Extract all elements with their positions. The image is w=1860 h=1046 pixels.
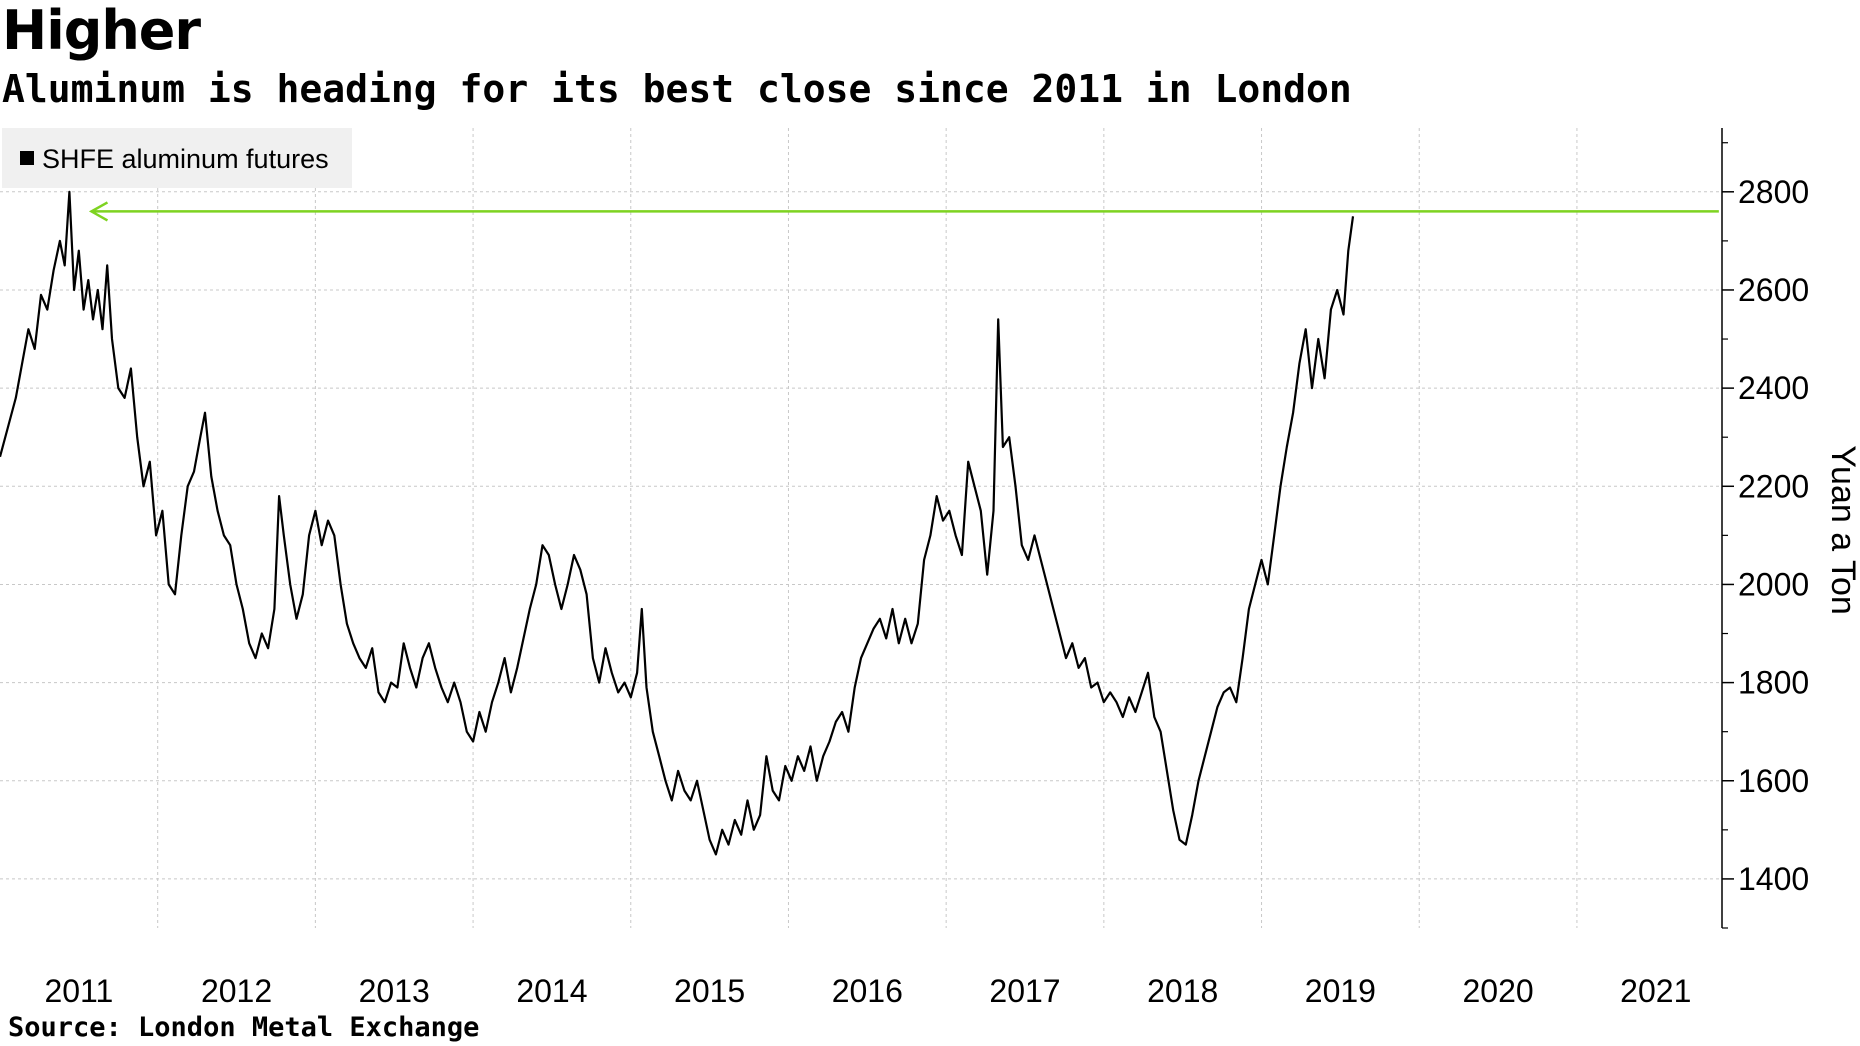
- chart-subtitle: Aluminum is heading for its best close s…: [2, 67, 1352, 111]
- x-tick-label: 2020: [1462, 973, 1533, 1009]
- x-tick-label: 2012: [201, 973, 272, 1009]
- annotation-arrow-head: [88, 201, 109, 222]
- legend: SHFE aluminum futures: [2, 128, 352, 188]
- y-tick-label: 1400: [1738, 861, 1809, 897]
- chart-title: Higher: [2, 0, 201, 62]
- y-axis: 1400 1600 1800 2000 2200 2400 2600 2800: [1721, 128, 1809, 929]
- x-tick-label: 2021: [1620, 973, 1691, 1009]
- x-tick-label: 2018: [1147, 973, 1218, 1009]
- y-tick-label: 2600: [1738, 272, 1809, 308]
- x-tick-label: 2011: [44, 973, 113, 1009]
- y-tick-label: 2200: [1738, 468, 1809, 504]
- y-axis-label: Yuan a Ton: [1824, 445, 1860, 615]
- y-tick-label: 1600: [1738, 763, 1809, 799]
- x-tick-label: 2016: [832, 973, 903, 1009]
- x-tick-label: 2015: [674, 973, 745, 1009]
- x-axis: 2011 2012 2013 2014 2015 2016 2017 2018 2019 2020…: [44, 973, 1691, 1009]
- legend-label: SHFE aluminum futures: [42, 144, 329, 174]
- y-tick-label: 2000: [1738, 566, 1809, 602]
- gridlines: [0, 128, 1722, 928]
- x-tick-label: 2014: [516, 973, 587, 1009]
- legend-swatch: [20, 151, 34, 165]
- y-tick-label: 2800: [1738, 174, 1809, 210]
- x-tick-label: 2019: [1305, 973, 1376, 1009]
- y-tick-label: 1800: [1738, 665, 1809, 701]
- annotation-layer: [88, 201, 1719, 222]
- source-note: Source: London Metal Exchange: [8, 1012, 480, 1043]
- x-tick-label: 2017: [989, 973, 1060, 1009]
- x-tick-label: 2013: [359, 973, 430, 1009]
- series-layer: [0, 190, 1355, 856]
- legend-background: [2, 128, 352, 188]
- series-line: [0, 190, 1355, 856]
- y-tick-label: 2400: [1738, 370, 1809, 406]
